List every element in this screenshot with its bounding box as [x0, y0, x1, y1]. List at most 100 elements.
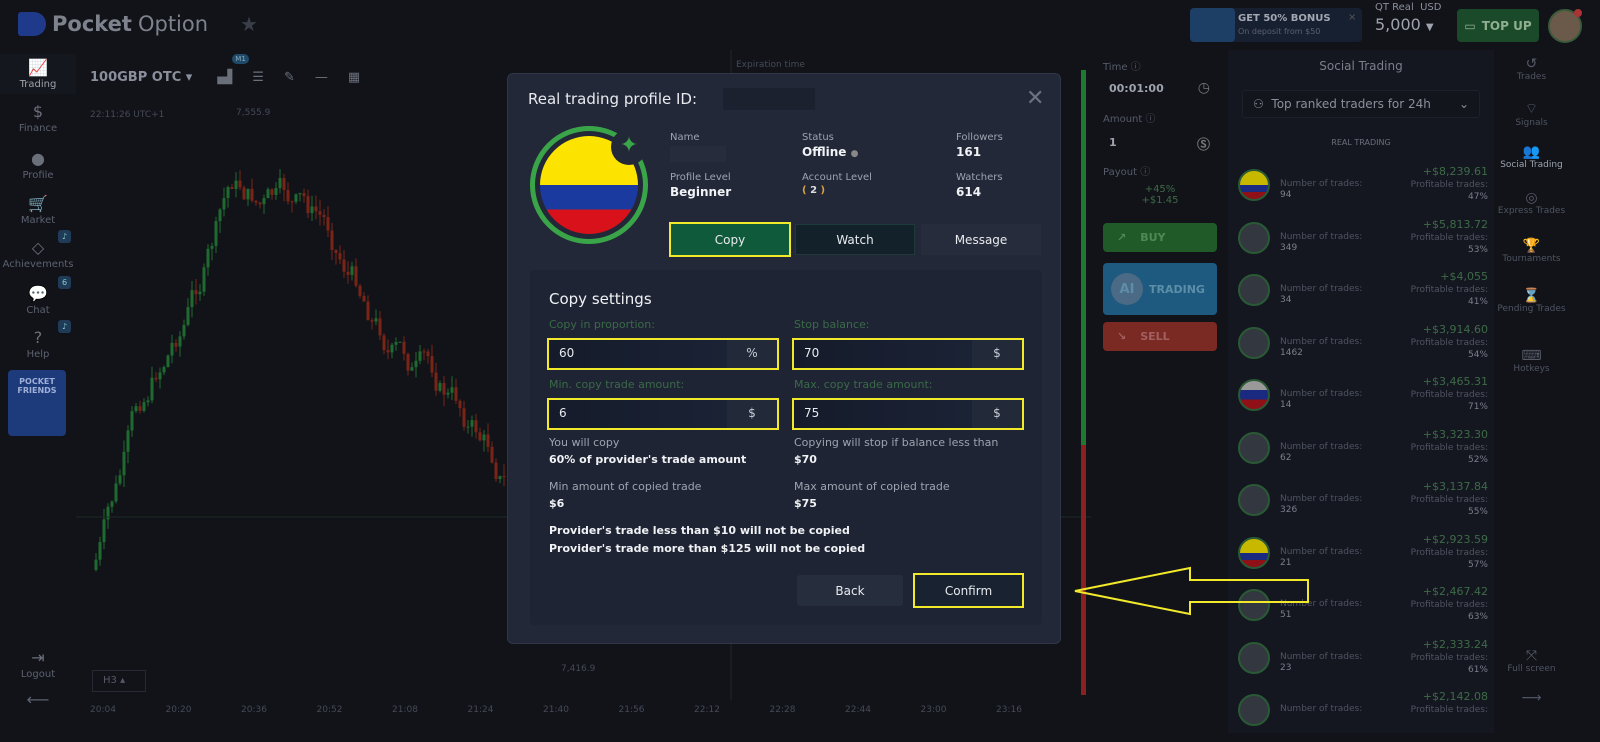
yellow-arrow-annotation	[1074, 566, 1309, 616]
buy-button[interactable]: ↗ BUY	[1103, 223, 1217, 252]
back-button[interactable]: Back	[797, 575, 903, 606]
message-button[interactable]: Message	[921, 224, 1041, 255]
trades-count: 94	[1280, 190, 1292, 200]
logo-mark	[18, 12, 46, 36]
trader-row[interactable]: Number of trades: 14 +$3,465.31 Profitable …	[1238, 375, 1488, 427]
trader-row[interactable]: Number of trades: 51 +$2,467.42 Profitable …	[1238, 585, 1488, 637]
candle-body	[426, 351, 430, 357]
pocket-friends-banner[interactable]: POCKET FRIENDS	[8, 370, 66, 436]
candle-body	[482, 434, 486, 441]
trader-row[interactable]: Number of trades: 23 +$2,333.24 Profitable …	[1238, 638, 1488, 690]
trader-avatar	[1238, 326, 1270, 359]
time-input[interactable]: 00:01:00 ◷	[1101, 76, 1216, 104]
period-selector[interactable]: H3 ▴	[92, 670, 146, 692]
bonus-banner[interactable]: GET 50% BONUS On deposit from $50 ×	[1190, 8, 1362, 42]
sidebar-item-help[interactable]: ? Help	[0, 324, 76, 364]
trader-row[interactable]: Number of trades: 349 +$5,813.72 Profitable…	[1238, 218, 1488, 270]
profitable-percent: 61%	[1467, 664, 1488, 675]
profitable-percent: 55%	[1467, 507, 1488, 517]
collapse-arrow-icon[interactable]: ⟵	[26, 690, 50, 709]
logo[interactable]: Pocket Option	[18, 12, 208, 36]
dollar-circle-icon[interactable]: Ⓢ	[1196, 138, 1210, 153]
ranking-filter-dropdown[interactable]: ⚇ Top ranked traders for 24h ⌄	[1242, 90, 1480, 118]
indicators-icon[interactable]: ☰	[252, 70, 264, 85]
logout-button[interactable]: ⇥ Logout	[0, 648, 76, 680]
candle-body	[238, 180, 242, 188]
sidebar-item-achievements[interactable]: ◇ Achievements	[0, 234, 76, 274]
payout-label: Payout ⓘ	[1103, 167, 1151, 178]
account-level-field: Account Level( 2 )	[802, 172, 872, 196]
candle-body	[498, 476, 502, 480]
buy-label: BUY	[1140, 231, 1166, 244]
trader-row[interactable]: Number of trades: +$2,142.08 Profitable tr…	[1238, 690, 1488, 742]
candle-body	[282, 178, 286, 191]
rightnav-item-social-trading[interactable]: 👥 Social Trading	[1495, 144, 1568, 170]
trader-profit: +$2,333.24	[1422, 637, 1488, 651]
trader-row[interactable]: Number of trades: 34 +$4,055 Profitable tra…	[1238, 270, 1488, 322]
favorite-star-icon[interactable]: ★	[240, 12, 258, 36]
trader-row[interactable]: Number of trades: 94 +$8,239.61 Profitable …	[1238, 165, 1488, 217]
line-icon[interactable]: —	[314, 70, 328, 85]
users-icon: 👥	[1522, 144, 1541, 160]
stop-balance-input[interactable]: 70 $	[792, 338, 1024, 370]
trader-avatar-flag: ✦	[530, 126, 648, 244]
trader-row[interactable]: Number of trades: 326 +$3,137.84 Profitable…	[1238, 480, 1488, 532]
header: Pocket Option ★ GET 50% BONUS On deposit f…	[0, 0, 1600, 48]
arrow-up-right-icon: ↗	[1117, 231, 1127, 244]
rightnav-item-express-trades[interactable]: ◎ Express Trades	[1495, 190, 1568, 216]
trader-row[interactable]: Number of trades: 21 +$2,923.59 Profitable …	[1238, 533, 1488, 585]
sidebar-item-finance[interactable]: $ Finance	[0, 98, 76, 138]
sidebar-item-trading[interactable]: 📈 Trading	[0, 54, 76, 94]
sell-button[interactable]: ↘ SELL	[1103, 322, 1217, 351]
amount-input[interactable]: 1 Ⓢ	[1101, 130, 1216, 158]
ai-trading-button[interactable]: AI TRADING	[1103, 263, 1217, 315]
status-field: Status Offline ●	[802, 132, 858, 159]
chart-type-icon[interactable]: ▗▟ M1	[212, 54, 249, 85]
fullscreen-button[interactable]: ⤧ Full screen	[1495, 648, 1568, 674]
close-icon[interactable]: ✕	[1026, 86, 1045, 111]
balance-dropdown[interactable]: 5,000 ▼	[1375, 15, 1434, 34]
sidebar-item-profile[interactable]: ● Profile	[0, 145, 76, 185]
followers-label: Followers	[956, 132, 1003, 143]
trader-row[interactable]: Number of trades: 62 +$3,323.30 Profitable …	[1238, 428, 1488, 480]
copy-button[interactable]: Copy	[669, 222, 791, 257]
expand-arrow-icon[interactable]: ⟶	[1521, 690, 1542, 706]
min-amount-input[interactable]: 6 $	[547, 398, 779, 430]
candle-body	[462, 408, 466, 427]
bonus-title: GET 50% BONUS	[1238, 13, 1331, 24]
section-label: REAL TRADING	[1331, 138, 1391, 147]
top-up-button[interactable]: ▭ TOP UP	[1457, 9, 1539, 42]
stop-balance-value: 70	[794, 340, 972, 368]
rightnav-item-hotkeys[interactable]: ⌨ Hotkeys	[1495, 348, 1568, 374]
close-icon[interactable]: ×	[1348, 12, 1357, 23]
rightnav-item-pending-trades[interactable]: ⌛ Pending Trades	[1495, 288, 1568, 314]
rightnav-item-trades[interactable]: ↺ Trades	[1495, 56, 1568, 82]
trader-row[interactable]: Number of trades: 1462 +$3,914.60 Profitabl…	[1238, 323, 1488, 375]
chat-icon: 💬	[28, 284, 48, 303]
chat-badge: 6	[58, 276, 71, 289]
candle-body	[102, 519, 106, 543]
candle-body	[430, 356, 434, 373]
asset-name: 100GBP OTC	[90, 70, 182, 85]
asset-selector[interactable]: 100GBP OTC ▾	[90, 70, 193, 85]
candle-body	[222, 198, 226, 210]
proportion-input[interactable]: 60%	[547, 338, 779, 370]
profile-level-value: Beginner	[670, 185, 732, 199]
payout-amount: +$1.45	[1141, 195, 1179, 206]
rightnav-item-tournaments[interactable]: 🏆 Tournaments	[1495, 238, 1568, 264]
max-amount-input[interactable]: 75 $	[792, 398, 1024, 430]
layout-grid-icon[interactable]: ▦	[347, 70, 361, 85]
confirm-button[interactable]: Confirm	[913, 573, 1024, 608]
profitable-label: Profitable trades:	[1410, 390, 1488, 400]
time-tick: 20:20	[165, 705, 192, 715]
rightnav-item-signals[interactable]: ⌔ Signals	[1495, 100, 1568, 128]
watch-button[interactable]: Watch	[795, 224, 915, 255]
trades-label: Number of trades:	[1280, 651, 1363, 662]
avatar[interactable]	[1548, 9, 1582, 43]
sidebar-item-market[interactable]: 🛒 Market	[0, 190, 76, 230]
sidebar-item-chat[interactable]: 💬 Chat	[0, 280, 76, 320]
clock-icon[interactable]: ◷	[1197, 80, 1210, 96]
candle-body	[202, 267, 206, 292]
candle-body	[210, 245, 214, 249]
drawing-brush-icon[interactable]: ✎	[283, 70, 295, 85]
